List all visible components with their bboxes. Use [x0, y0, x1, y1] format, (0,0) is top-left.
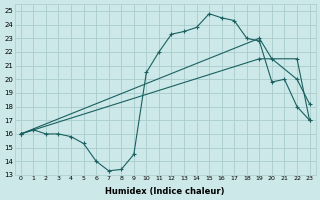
X-axis label: Humidex (Indice chaleur): Humidex (Indice chaleur): [106, 187, 225, 196]
